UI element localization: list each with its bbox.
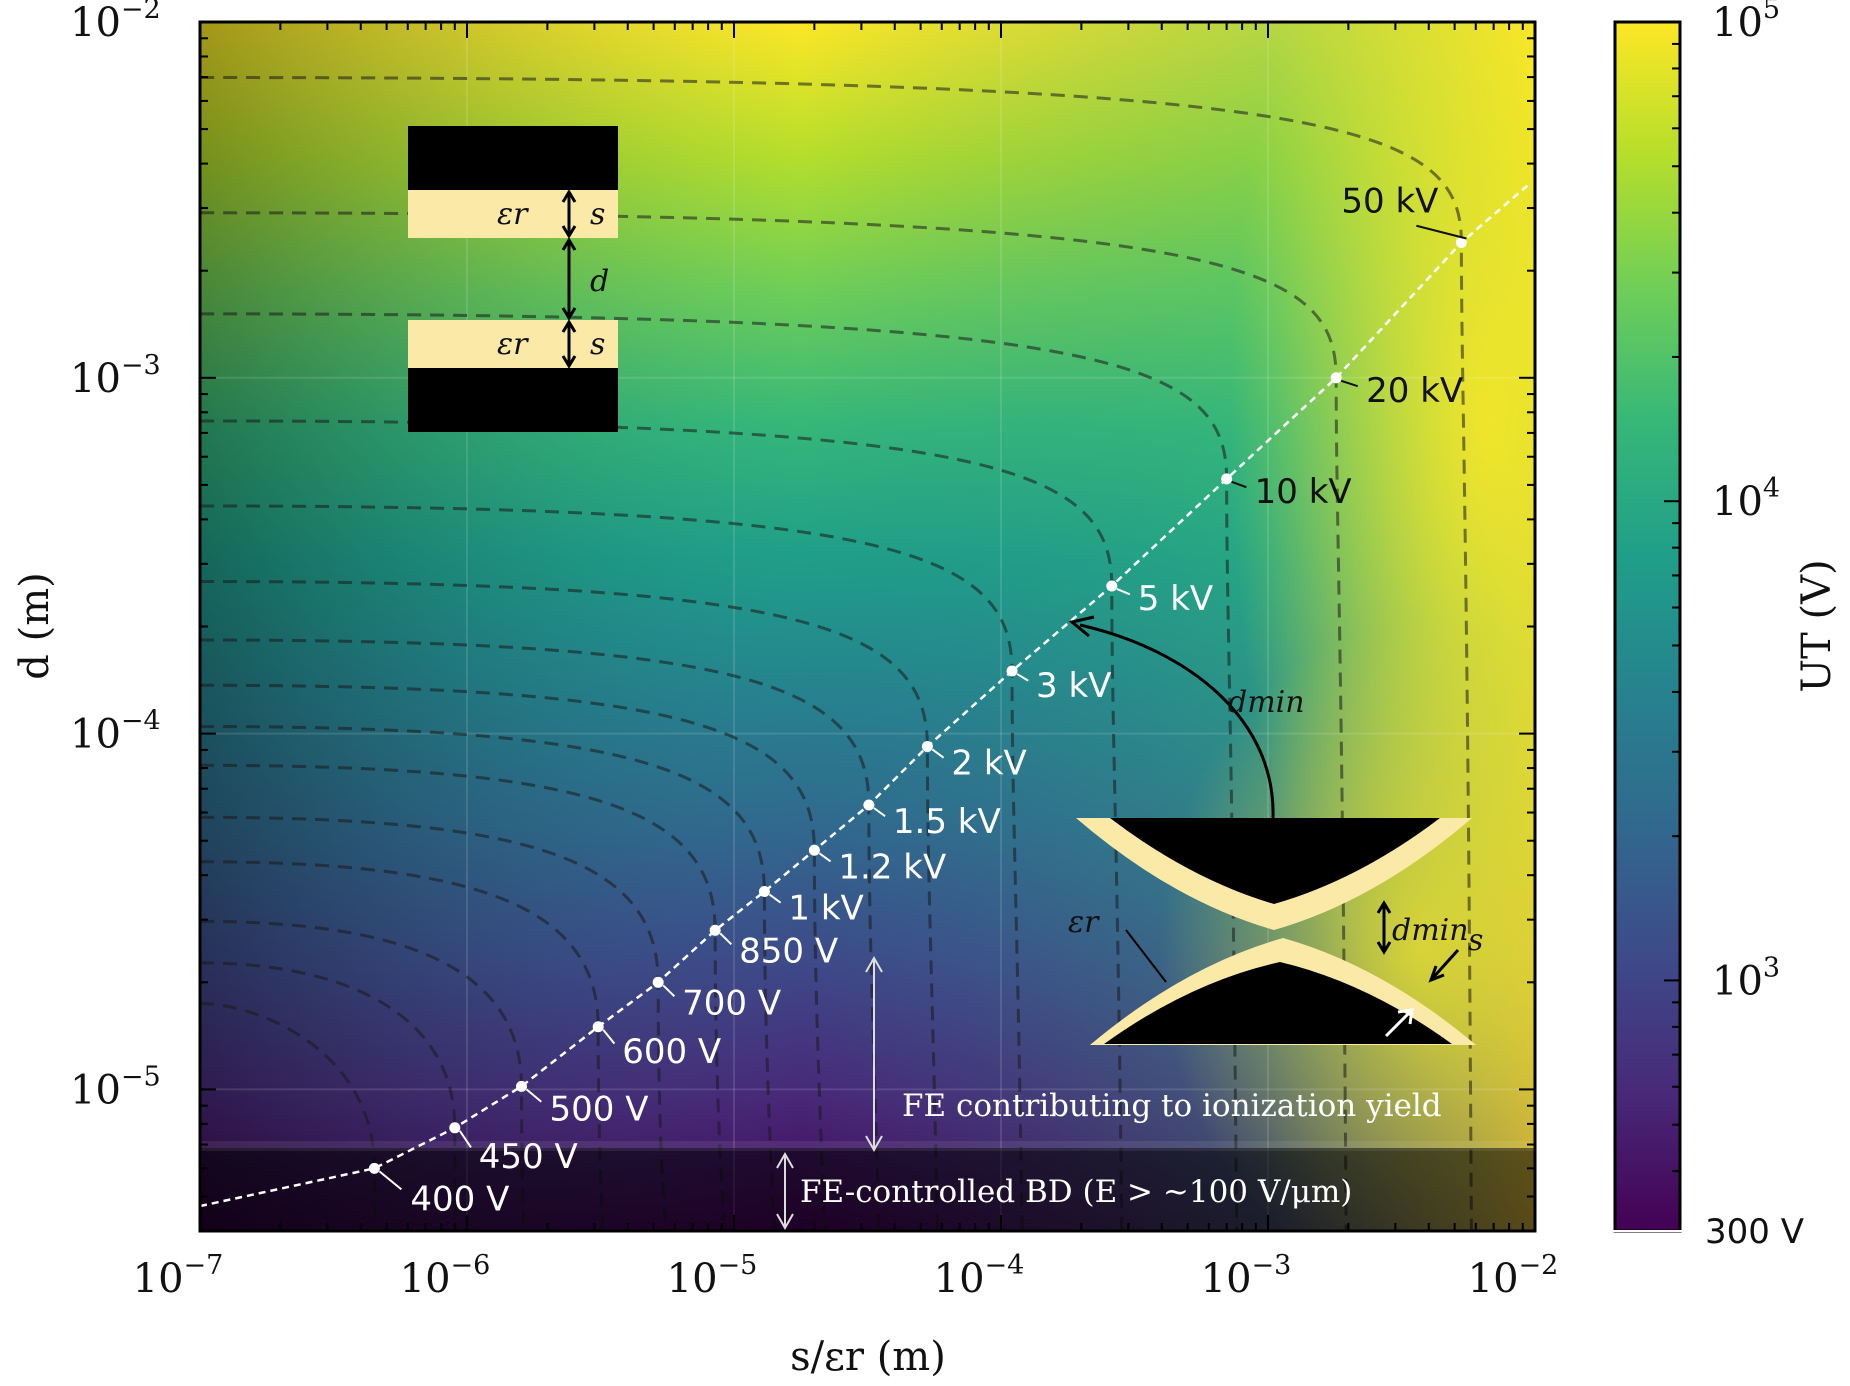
x-tick-label: 10−5 [667, 1250, 758, 1302]
curved-electrode-inset: dmin εr dmin s [1068, 615, 1483, 1045]
x-tick-label: 10−2 [1468, 1250, 1559, 1302]
curved-s: s [1468, 923, 1483, 958]
dmin-point-label: 400 V [410, 1179, 509, 1219]
planar-eps-top: εr [497, 197, 529, 232]
x-tick-label: 10−3 [1201, 1250, 1292, 1302]
dmin-point [1221, 473, 1233, 485]
planar-eps-bottom: εr [497, 327, 529, 362]
colorbar-tick-label: 103 [1712, 952, 1780, 1004]
dmin-point [758, 885, 770, 897]
colorbar: 103 104 105 300 V UT (V) [1600, 0, 1840, 1252]
x-tick-label: 10−7 [133, 1250, 224, 1302]
y-tick-label: 10−5 [70, 1061, 161, 1113]
x-axis-label: s/εr (m) [790, 1334, 946, 1380]
dmin-point [592, 1021, 604, 1033]
planar-d: d [590, 264, 609, 299]
planar-s-bottom: s [590, 327, 605, 362]
fe-yield-annotation: FE contributing to ionization yield [865, 955, 1442, 1153]
colorbar-min-label: 300 V [1705, 1212, 1804, 1252]
dmin-point [1106, 580, 1118, 592]
colorbar-label: UT (V) [1794, 559, 1840, 692]
y-axis-label: d (m) [12, 572, 58, 679]
x-tick-label: 10−4 [934, 1250, 1025, 1302]
dmin-point [368, 1162, 380, 1174]
dmin-point [1006, 665, 1018, 677]
planar-electrode-inset: εr s d εr s [408, 126, 618, 432]
fe-bd-label: FE-controlled BD (E > ~100 V/μm) [800, 1174, 1352, 1210]
dmin-point-label: 600 V [622, 1032, 721, 1072]
dmin-point [516, 1080, 528, 1092]
curved-dmin-arrow-label: dmin [1228, 685, 1305, 720]
dmin-point-label: 500 V [550, 1089, 649, 1129]
dmin-point-label: 850 V [739, 931, 838, 971]
dmin-point [1330, 372, 1342, 384]
y-tick-label: 10−3 [70, 350, 161, 402]
dmin-point-label: 450 V [479, 1137, 578, 1177]
dmin-point-label: 50 kV [1341, 182, 1438, 222]
curved-eps: εr [1068, 905, 1100, 940]
y-tick-label: 10−2 [70, 0, 161, 46]
dmin-point-label: 2 kV [951, 743, 1026, 783]
dmin-point [709, 924, 721, 936]
dmin-point-label: 20 kV [1366, 371, 1463, 411]
colorbar-tick-label: 105 [1712, 0, 1780, 46]
fe-yield-label: FE contributing to ionization yield [902, 1088, 1442, 1124]
colorbar-tick-label: 104 [1712, 473, 1780, 525]
dmin-point-label: 1 kV [788, 888, 863, 928]
x-tick-label: 10−6 [400, 1250, 491, 1302]
dmin-point [1455, 237, 1467, 249]
curved-dmin: dmin [1392, 913, 1469, 948]
dmin-point [449, 1122, 461, 1134]
fe-controlled-region [200, 1148, 1535, 1231]
dmin-point [652, 976, 664, 988]
fe-bd-annotation: FE-controlled BD (E > ~100 V/μm) [776, 1151, 1352, 1231]
y-tick-label: 10−4 [70, 706, 161, 758]
dmin-point-label: 1.5 kV [893, 802, 1001, 842]
dmin-point-label: 10 kV [1255, 472, 1352, 512]
dmin-point [921, 740, 933, 752]
dmin-point [808, 844, 820, 856]
dmin-point-label: 3 kV [1036, 666, 1111, 706]
dmin-point [863, 799, 875, 811]
planar-s-top: s [590, 197, 605, 232]
dmin-point-label: 5 kV [1138, 579, 1213, 619]
dmin-point-label: 1.2 kV [838, 847, 946, 887]
dmin-point-label: 700 V [682, 983, 781, 1023]
